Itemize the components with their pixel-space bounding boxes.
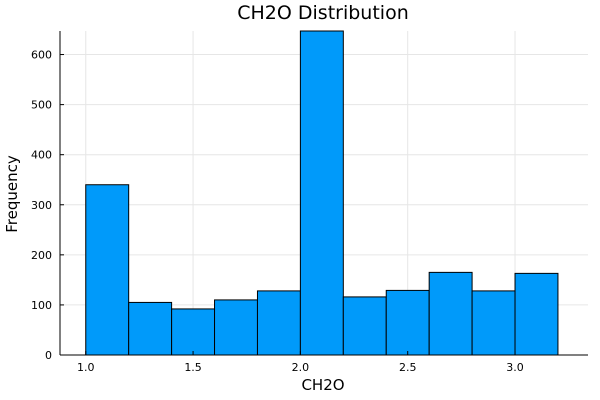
y-tick-label: 300 — [31, 199, 52, 212]
axes — [59, 31, 588, 356]
y-tick-label: 100 — [31, 299, 52, 312]
histogram-bar — [514, 272, 559, 356]
chart-title: CH2O Distribution — [237, 2, 408, 24]
x-tick-label: 2.5 — [399, 361, 417, 374]
histogram-bar — [85, 184, 130, 356]
histogram-bar — [342, 296, 387, 356]
ticks: 1.0 1.5 2.0 2.5 3.0 0 100 200 300 400 500 600 — [31, 49, 524, 374]
y-tick-label: 0 — [45, 349, 52, 362]
y-axis-label: Frequency — [3, 155, 21, 233]
x-tick-label: 3.0 — [506, 361, 524, 374]
x-tick-label: 2.0 — [292, 361, 310, 374]
histogram-bar — [385, 289, 430, 356]
histogram-bar — [256, 290, 301, 356]
histogram-bar — [214, 299, 258, 356]
histogram-bar — [171, 308, 216, 356]
x-tick-label: 1.5 — [184, 361, 202, 374]
y-tick-label: 600 — [31, 49, 52, 62]
bars — [85, 30, 559, 356]
histogram-bar — [471, 290, 516, 356]
histogram-bar — [128, 301, 173, 356]
x-axis-label: CH2O — [301, 376, 344, 394]
y-tick-label: 400 — [31, 149, 52, 162]
histogram-bar — [299, 30, 344, 356]
x-tick-label: 1.0 — [77, 361, 95, 374]
y-tick-label: 500 — [31, 99, 52, 112]
histogram-bar — [428, 271, 473, 356]
y-tick-label: 200 — [31, 249, 52, 262]
